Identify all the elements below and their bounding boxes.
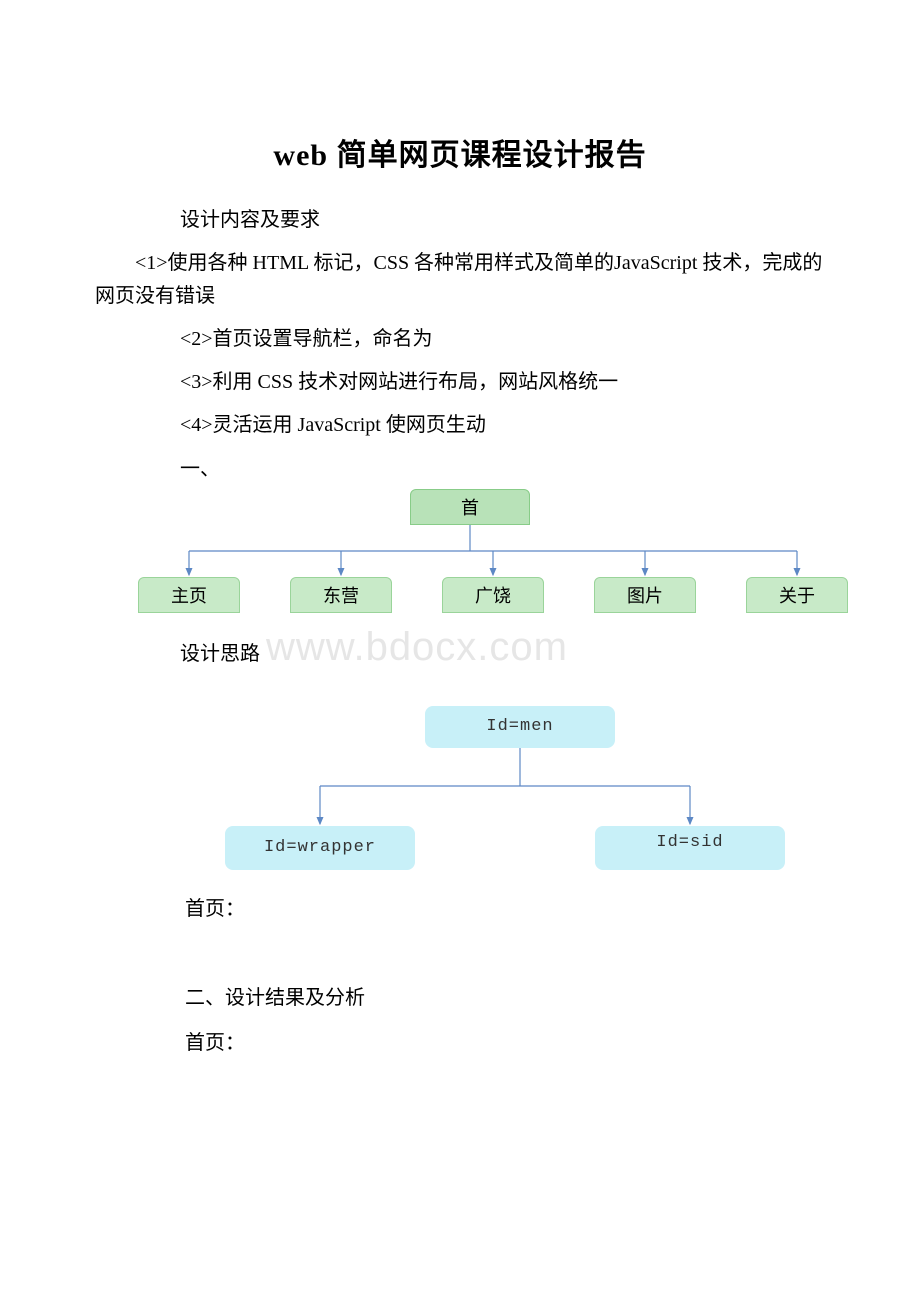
section-2-heading: 二、设计结果及分析: [185, 981, 825, 1010]
homepage-label-1: 首页：: [185, 892, 825, 921]
tree1-leaf: 广饶: [442, 577, 544, 613]
tree2-leaf: Id=sid: [595, 826, 785, 870]
design-thinking-label: 设计思路: [140, 637, 260, 666]
tree1-root-node: 首: [410, 489, 530, 525]
intro-heading: 设计内容及要求: [140, 204, 825, 237]
requirement-4: <4>灵活运用 JavaScript 使网页生动: [140, 409, 825, 442]
tree1-leaf: 图片: [594, 577, 696, 613]
tree1-leaf: 东营: [290, 577, 392, 613]
id-structure-tree: Id=men Id=wrapper Id=sid: [195, 706, 835, 876]
page-title: web 简单网页课程设计报告: [95, 130, 825, 174]
homepage-label-2: 首页：: [185, 1026, 825, 1055]
tree2-leaf: Id=wrapper: [225, 826, 415, 870]
requirement-1: <1>使用各种 HTML 标记，CSS 各种常用样式及简单的JavaScript…: [95, 247, 825, 313]
tree2-root-node: Id=men: [425, 706, 615, 748]
requirement-3: <3>利用 CSS 技术对网站进行布局，网站风格统一: [140, 366, 825, 399]
tree1-leaf: 主页: [138, 577, 240, 613]
requirement-2: <2>首页设置导航栏，命名为: [140, 323, 825, 356]
watermark-text: www.bdocx.com: [266, 625, 568, 670]
tree1-leaf: 关于: [746, 577, 848, 613]
tree1-leaf-row: 主页 东营 广饶 图片 关于: [138, 577, 848, 613]
site-structure-tree: 首 主页 东营 广饶 图片 关于: [135, 489, 895, 619]
section-1-number: 一、: [140, 452, 825, 481]
design-thinking-row: 设计思路 www.bdocx.com: [140, 625, 825, 670]
